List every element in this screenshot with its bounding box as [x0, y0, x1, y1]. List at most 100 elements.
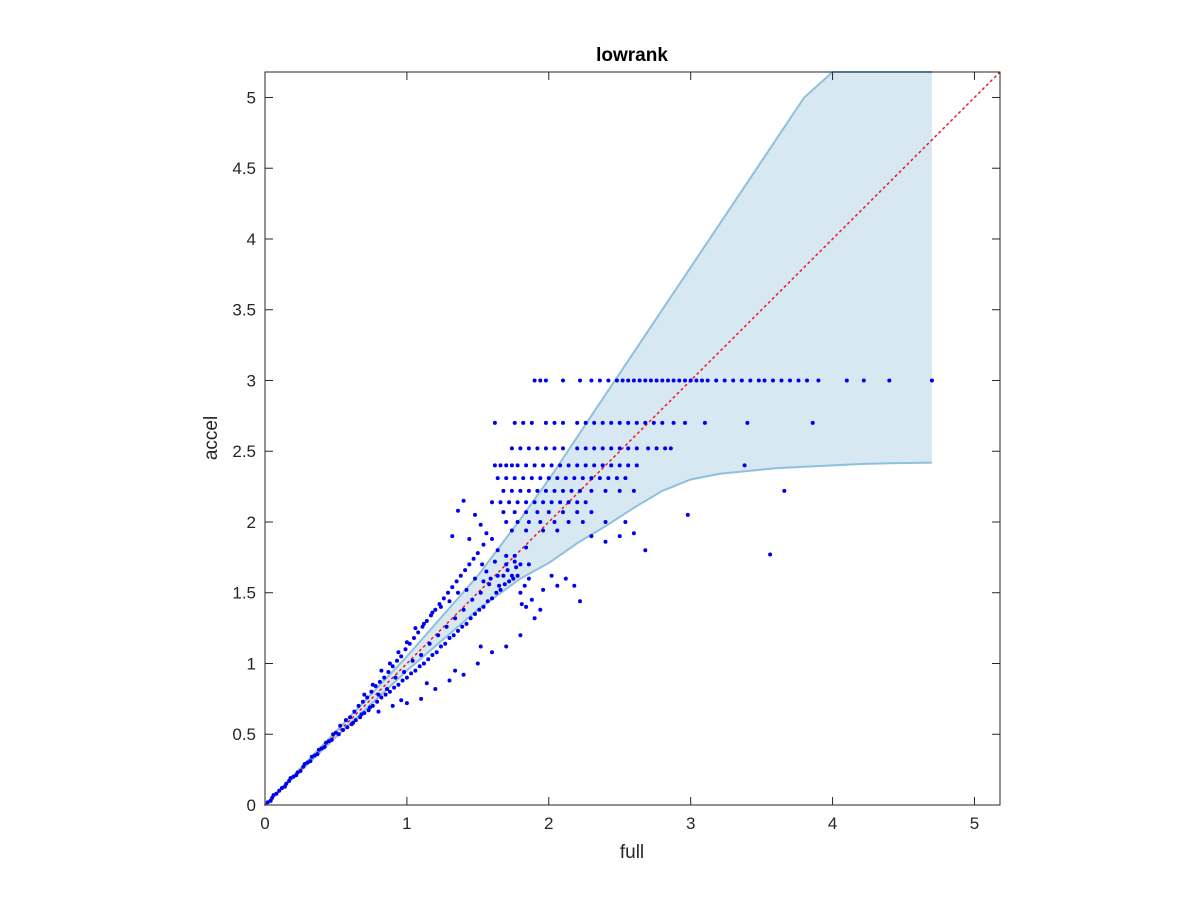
scatter-point [509, 463, 514, 468]
scatter-point [643, 420, 648, 425]
scatter-point [512, 559, 517, 564]
scatter-point [473, 576, 477, 581]
scatter-point [561, 420, 565, 425]
scatter-point [518, 590, 523, 595]
y-tick-label: 2.5 [232, 442, 256, 461]
scatter-point [646, 446, 651, 451]
scatter-point [529, 597, 534, 602]
scatter-point [558, 463, 563, 468]
scatter-point [543, 420, 548, 425]
x-tick-label: 2 [544, 814, 553, 833]
scatter-point [509, 488, 514, 493]
scatter-point [410, 658, 415, 663]
scatter-point [524, 463, 529, 468]
scatter-point [478, 522, 483, 527]
scatter-point [555, 476, 560, 481]
scatter-point [322, 745, 327, 749]
scatter-point [660, 420, 665, 425]
scatter-point [666, 378, 670, 383]
scatter-point [475, 661, 480, 666]
scatter-point [583, 463, 588, 468]
scatter-point [343, 718, 348, 723]
scatter-point [515, 520, 520, 524]
scatter-point [522, 583, 527, 588]
scatter-point [634, 420, 639, 425]
scatter-point [532, 378, 537, 383]
scatter-point [609, 463, 614, 468]
scatter-point [651, 420, 656, 425]
scatter-point [395, 658, 399, 663]
scatter-point [606, 378, 611, 383]
scatter-point [518, 446, 523, 451]
scatter-point [575, 446, 580, 451]
scatter-point [424, 619, 429, 623]
scatter-point [543, 378, 548, 383]
scatter-point [390, 703, 395, 708]
scatter-point [526, 562, 531, 567]
scatter-point [745, 420, 750, 425]
scatter-point [592, 420, 597, 425]
scatter-point [617, 463, 622, 468]
scatter-point [589, 510, 594, 515]
scatter-point [360, 699, 365, 704]
scatter-point [477, 607, 482, 612]
scatter-point [359, 712, 364, 717]
scatter-point [387, 689, 392, 694]
scatter-point [597, 476, 602, 481]
scatter-point [421, 621, 426, 626]
scatter-point [532, 463, 537, 468]
scatter-point [480, 562, 485, 567]
scatter-point [609, 446, 614, 451]
scatter-point [524, 528, 529, 533]
scatter-point [502, 582, 507, 587]
scatter-point [450, 585, 455, 590]
scatter-point [580, 476, 585, 481]
scatter-point [566, 463, 571, 468]
scatter-point [399, 654, 404, 659]
scatter-point [756, 378, 761, 383]
scatter-point [379, 695, 384, 700]
scatter-point [722, 378, 727, 383]
scatter-point [497, 583, 502, 588]
scatter-point [492, 463, 497, 468]
scatter-point [504, 463, 509, 468]
scatter-point [277, 788, 282, 793]
scatter-point [443, 641, 448, 646]
scatter-point [512, 510, 517, 515]
scatter-point [490, 537, 494, 541]
scatter-point [365, 695, 370, 700]
scatter-point [396, 650, 401, 655]
scatter-point [519, 602, 524, 607]
diagonal-line [264, 71, 1001, 806]
scatter-point [369, 689, 374, 694]
scatter-point [782, 488, 787, 493]
scatter-point [538, 520, 543, 524]
scatter-point [352, 709, 357, 714]
scatter-point [467, 562, 472, 567]
scatter-point [461, 498, 466, 503]
scatter-point [434, 650, 439, 655]
scatter-point [805, 378, 809, 383]
scatter-point [426, 657, 431, 662]
scatter-point [844, 378, 849, 383]
scatter-point [376, 692, 381, 697]
scatter-point [438, 644, 443, 649]
scatter-point [433, 607, 438, 612]
scatter-point [456, 590, 460, 595]
x-axis: 0 1 2 3 4 5 [260, 72, 979, 833]
scatter-point [441, 596, 446, 601]
scatter-point [600, 463, 605, 468]
scatter-point [473, 612, 477, 616]
scatter-point [535, 488, 540, 493]
scatter-point [524, 604, 529, 609]
scatter-point [416, 630, 421, 635]
reference-line [264, 71, 1001, 806]
scatter-point [563, 576, 568, 581]
scatter-point [617, 420, 622, 425]
scatter-point [552, 446, 557, 451]
scatter-point [504, 644, 509, 649]
scatter-point [526, 520, 531, 524]
scatter-point [475, 551, 480, 556]
scatter-point [521, 420, 526, 425]
